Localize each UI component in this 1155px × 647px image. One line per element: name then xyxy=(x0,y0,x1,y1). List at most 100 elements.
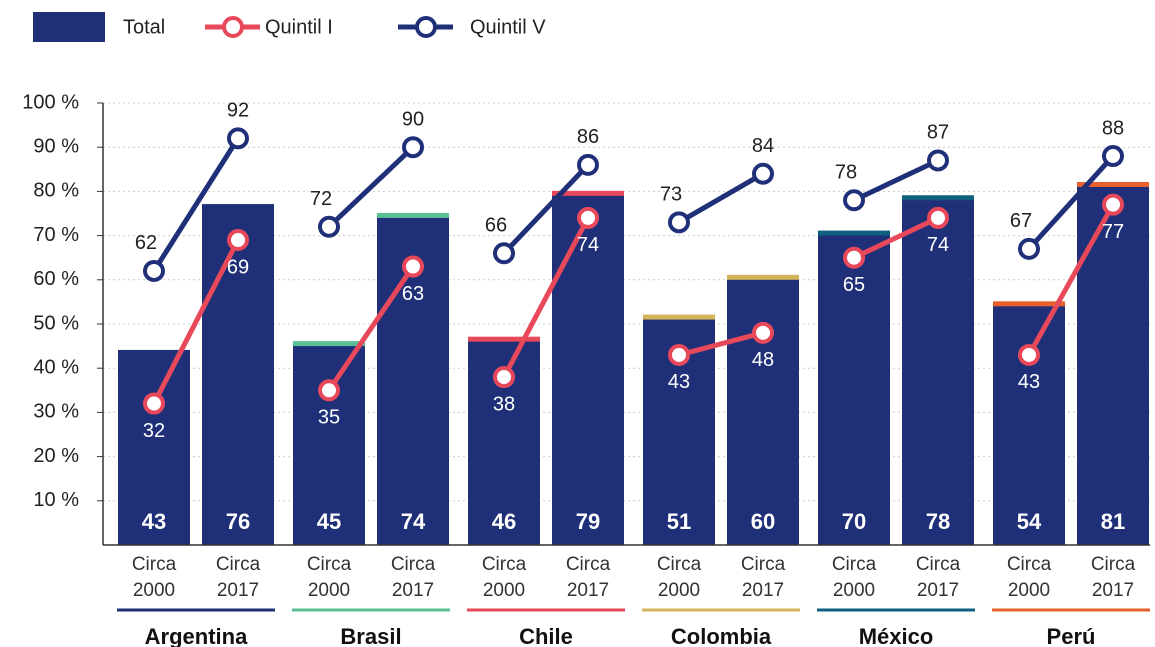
value-label: 77 xyxy=(1102,221,1124,243)
bar-cap xyxy=(118,349,190,356)
bar xyxy=(902,200,974,546)
line xyxy=(677,171,765,225)
marker xyxy=(927,149,949,172)
line xyxy=(502,163,590,256)
line xyxy=(1027,154,1115,251)
group-label: Argentina xyxy=(145,624,248,647)
line xyxy=(151,238,241,405)
bar-value-label: 79 xyxy=(576,509,600,534)
bar-cap xyxy=(643,314,715,321)
line xyxy=(852,158,940,203)
value-label: 90 xyxy=(402,108,424,130)
group-label: Chile xyxy=(519,624,573,647)
marker xyxy=(1102,193,1124,216)
marker xyxy=(752,321,774,344)
bar-value-label: 81 xyxy=(1101,509,1125,534)
marker xyxy=(402,255,424,278)
bar-value-label: 60 xyxy=(751,509,775,534)
bar-value-label: 45 xyxy=(317,509,341,534)
line xyxy=(852,215,940,260)
y-tick-label: 20 % xyxy=(33,445,79,467)
value-label: 84 xyxy=(752,135,774,157)
value-label: 65 xyxy=(843,274,865,296)
value-label: 35 xyxy=(318,407,340,429)
bar-cap xyxy=(818,230,890,237)
marker xyxy=(227,127,249,150)
marker xyxy=(1018,237,1040,260)
group-label: Colombia xyxy=(671,624,772,647)
bar-cap xyxy=(552,190,624,197)
marker xyxy=(577,153,599,176)
value-label: 74 xyxy=(927,234,949,256)
bar-value-label: 76 xyxy=(226,509,250,534)
marker xyxy=(1102,145,1124,168)
marker xyxy=(143,259,165,282)
line xyxy=(678,330,764,358)
group-label: Perú xyxy=(1047,624,1096,647)
x-tick-label: Circa 2000 xyxy=(831,554,877,601)
group-label: México xyxy=(859,624,934,647)
y-tick-label: 10 % xyxy=(33,489,79,511)
x-tick-label: Circa 2000 xyxy=(481,554,527,601)
bar xyxy=(818,235,890,545)
y-tick-label: 40 % xyxy=(33,356,79,378)
marker xyxy=(668,343,690,366)
y-tick-label: 100 % xyxy=(22,91,79,113)
y-tick-label: 70 % xyxy=(33,224,79,246)
bar-cap xyxy=(377,212,449,219)
line xyxy=(151,137,241,273)
value-label: 72 xyxy=(310,188,332,210)
bar-value-label: 54 xyxy=(1017,509,1042,534)
line xyxy=(326,265,416,392)
marker xyxy=(402,136,424,159)
x-tick-label: Circa 2017 xyxy=(1090,554,1136,601)
marker xyxy=(143,392,165,415)
x-tick-label: Circa 2017 xyxy=(565,554,611,601)
value-label: 62 xyxy=(135,232,157,254)
y-tick-label: 50 % xyxy=(33,312,79,334)
value-label: 67 xyxy=(1010,210,1032,232)
y-tick-label: 60 % xyxy=(33,268,79,290)
bar-cap xyxy=(1077,181,1149,188)
bar-value-label: 51 xyxy=(667,509,691,534)
y-tick-label: 30 % xyxy=(33,401,79,423)
marker xyxy=(843,189,865,212)
bar-cap xyxy=(993,301,1065,308)
x-tick-label: Circa 2017 xyxy=(740,554,786,601)
marker xyxy=(927,206,949,229)
x-tick-label: Circa 2000 xyxy=(656,554,702,601)
marker xyxy=(668,211,690,234)
value-label: 74 xyxy=(577,234,599,256)
legend-label: Quintil I xyxy=(265,16,333,38)
value-label: 32 xyxy=(143,420,165,442)
bar xyxy=(118,354,190,545)
marker xyxy=(752,162,774,185)
value-label: 87 xyxy=(927,122,949,144)
y-tick-label: 90 % xyxy=(33,135,79,157)
value-label: 78 xyxy=(835,162,857,184)
bar xyxy=(202,209,274,545)
legend-swatch xyxy=(33,12,105,42)
bar-value-label: 78 xyxy=(926,509,950,534)
value-label: 48 xyxy=(752,349,774,371)
marker xyxy=(1018,343,1040,366)
marker xyxy=(318,215,340,238)
value-label: 69 xyxy=(227,256,249,278)
marker xyxy=(227,229,249,252)
x-tick-label: Circa 2017 xyxy=(915,554,961,601)
legend-label: Total xyxy=(123,16,165,38)
x-tick-label: Circa 2017 xyxy=(215,554,261,601)
legend-marker xyxy=(415,16,437,38)
y-tick-label: 80 % xyxy=(33,180,79,202)
x-tick-label: Circa 2000 xyxy=(1006,554,1052,601)
value-label: 88 xyxy=(1102,117,1124,139)
bar-value-label: 70 xyxy=(842,509,866,534)
value-label: 38 xyxy=(493,393,515,415)
value-label: 86 xyxy=(577,126,599,148)
bar xyxy=(293,346,365,545)
marker xyxy=(843,246,865,269)
line xyxy=(501,216,591,379)
bar xyxy=(552,195,624,545)
